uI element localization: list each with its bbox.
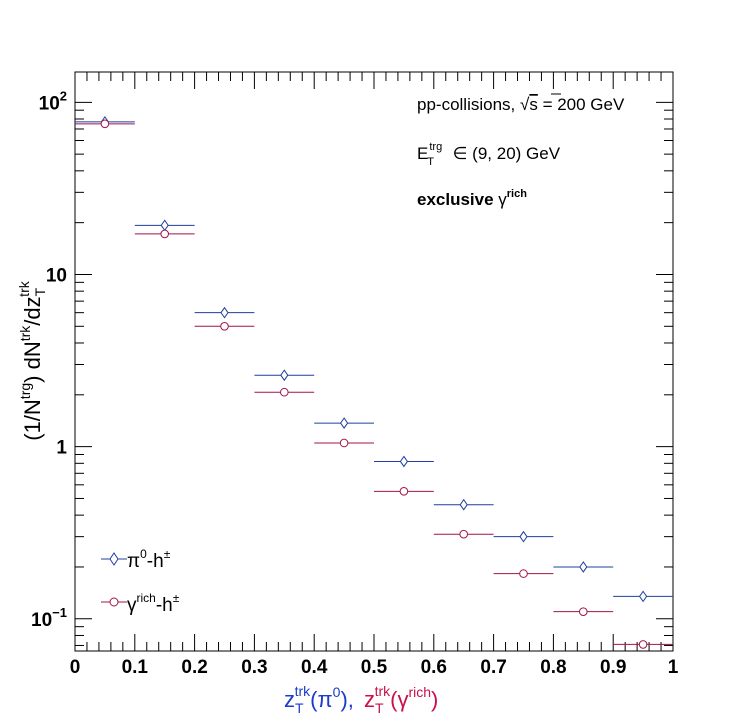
data-point: [579, 607, 588, 616]
x-tick-label: 0.8: [540, 657, 566, 678]
data-point: [638, 640, 648, 649]
data-point: [339, 417, 349, 429]
data-point: [220, 306, 229, 319]
data-point: [519, 569, 528, 578]
legend-marker-pi0: [109, 552, 119, 566]
y-tick-label: 102: [39, 88, 67, 114]
annotation-exclusive: exclusive γrich: [417, 188, 527, 209]
y-tick-label: 1: [56, 438, 67, 459]
legend: π0-h± γrich-h±: [101, 547, 180, 616]
x-tick-label: 0.3: [241, 657, 267, 678]
data-point: [160, 229, 169, 239]
series-0: [75, 115, 673, 603]
annotation-energy: Etrg T ∈ (9, 20) GeV: [417, 141, 561, 168]
x-axis: 0 0.1 0.2 0.3 0.4 0.5 0.6 0.7 0.8 0.9 1: [70, 72, 679, 678]
legend-label-pi0: π0-h±: [127, 547, 171, 572]
x-title-pi0: z: [284, 687, 295, 712]
data-point: [399, 455, 409, 468]
x-title-gamma: z: [364, 687, 375, 712]
x-tick-label: 0.6: [421, 657, 447, 678]
data-point: [280, 387, 289, 397]
x-tick-label: 0.7: [480, 657, 506, 678]
legend-label-gamma: γrich-h±: [127, 591, 180, 616]
data-point: [459, 498, 468, 511]
y-tick-label: 10−1: [31, 605, 67, 631]
data-point: [339, 438, 349, 448]
legend-marker-gamma: [109, 597, 119, 607]
x-axis-title: zTtrk(π0), zTtrk(γrich): [284, 683, 438, 716]
x-tick-label: 0.9: [600, 657, 626, 678]
data-point: [638, 590, 648, 603]
x-tick-label: 0: [70, 657, 81, 678]
y-axis-title: (1/Ntrg) dNtrk/dzTtrk: [16, 280, 48, 441]
y-axis: 102 10 1 10−1: [31, 88, 673, 646]
data-point: [579, 561, 588, 573]
x-tick-label: 0.5: [361, 657, 388, 678]
y-tick-label: 10: [46, 265, 67, 286]
data-point: [459, 529, 469, 539]
data-point: [220, 321, 229, 331]
x-tick-label: 0.4: [301, 657, 328, 678]
x-tick-label: 0.2: [181, 657, 207, 678]
data-point: [100, 119, 110, 129]
x-tick-label: 0.1: [122, 657, 149, 678]
data-point: [399, 487, 409, 496]
series-layer: [75, 115, 673, 649]
data-point: [280, 369, 289, 382]
series-1: [75, 119, 673, 649]
annotation-collisions: pp-collisions, √s = 200 GeV: [417, 95, 625, 114]
data-point: [160, 219, 169, 232]
data-point: [519, 530, 528, 543]
x-tick-label: 1: [668, 657, 679, 678]
